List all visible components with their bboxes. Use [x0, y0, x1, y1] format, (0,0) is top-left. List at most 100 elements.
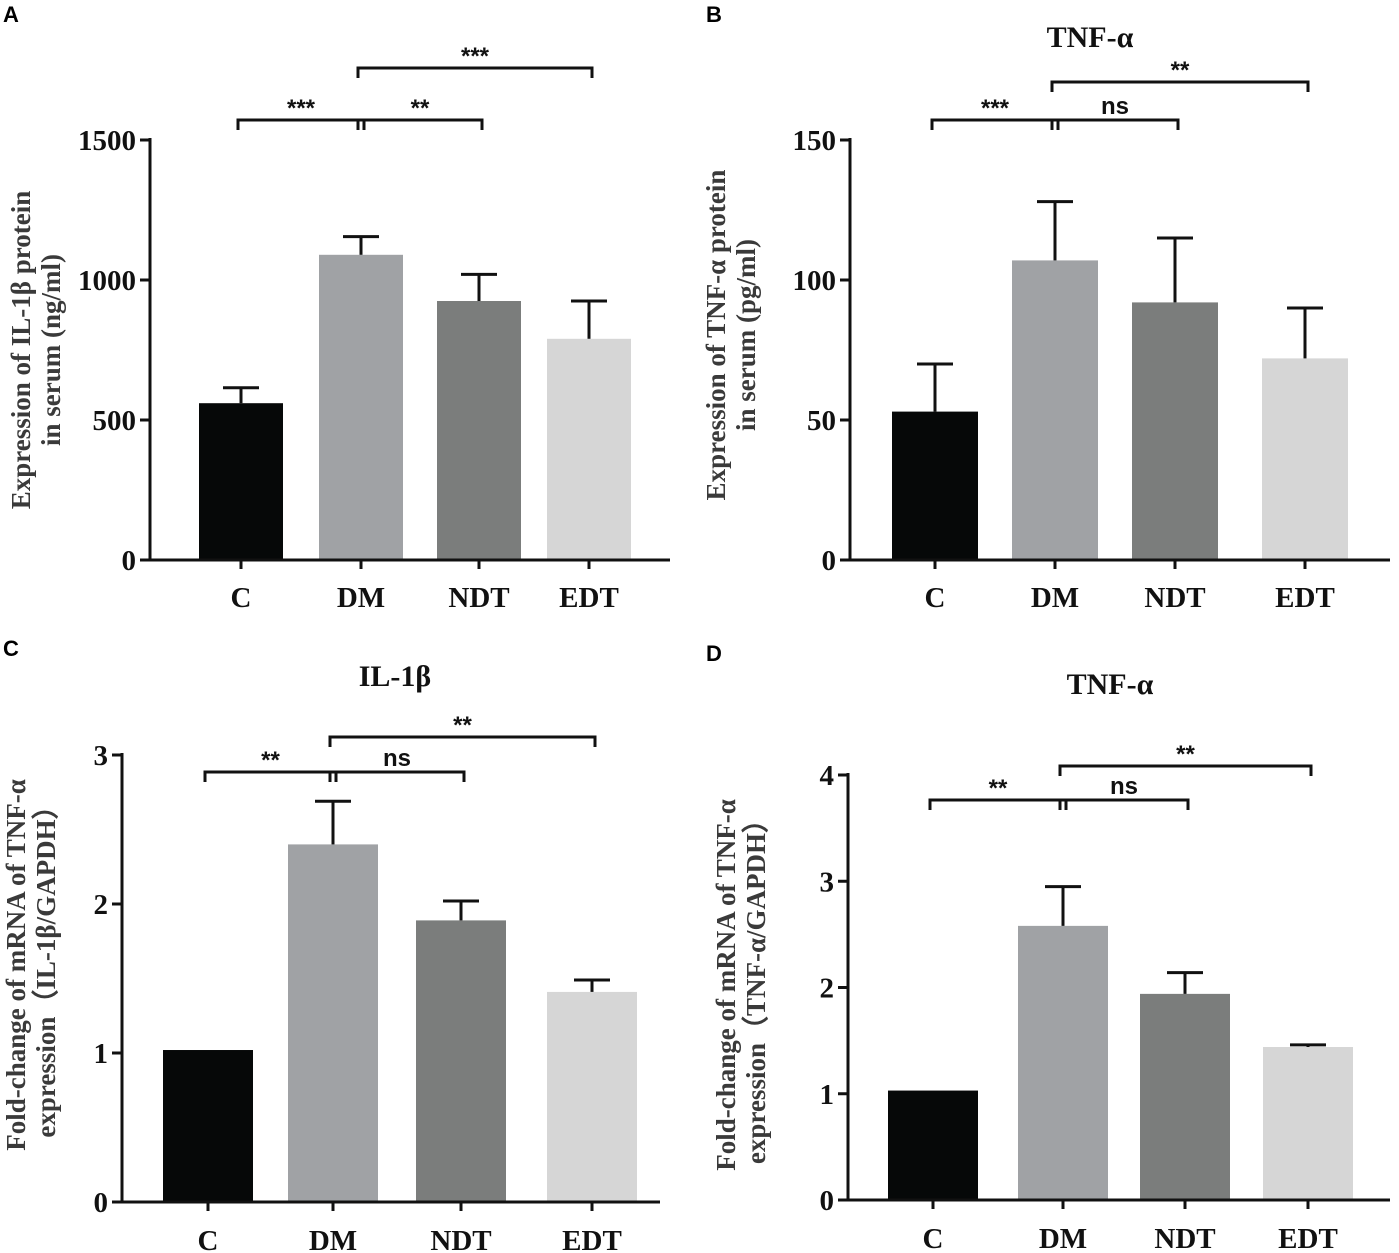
panel-d-xtick-c: C	[923, 1223, 944, 1253]
panel-c-xtick-ndt: NDT	[430, 1225, 491, 1253]
panel-d-sig-bracket-3: **	[1058, 741, 1313, 776]
panel-c-ylabel-line-1: Fold-change of mRNA of TNF-α	[1, 779, 31, 1151]
panel-d-sig-label-2: ns	[1110, 773, 1138, 800]
panel-c-ytick-label-1: 1	[94, 1038, 109, 1070]
panel-c-ylabel-line-2: expression（IL-1β/GAPDH）	[31, 792, 61, 1137]
panel-b-sig-bracket-3: **	[1050, 57, 1310, 92]
panel-d-title: TNF-α	[1067, 668, 1154, 701]
panel-a-ylabel-line-2: in serum (ng/ml)	[36, 254, 66, 446]
panel-d-ytick-label-2: 2	[820, 973, 835, 1005]
panel-a-sig-line-2	[356, 118, 484, 130]
panel-a-bar-dm	[319, 254, 403, 561]
panel-c-bar-c	[163, 1050, 253, 1202]
panel-a-sig-line-3	[356, 66, 594, 78]
panel-c-ytick-label-3: 3	[94, 740, 109, 772]
panel-b-sig-bracket-2: ns	[1050, 93, 1180, 130]
panel-c-sig-label-3: **	[453, 712, 472, 739]
panel-a-ytick-label-500: 500	[93, 405, 137, 437]
panel-d-letter: D	[706, 641, 722, 666]
panel-c: C IL-1β Fold-change of mRNA of TNF-α expres…	[1, 636, 660, 1253]
panel-d-bar-c	[888, 1090, 978, 1200]
panel-c-ytick-label-2: 2	[94, 889, 109, 921]
panel-c-sig-line-3	[328, 735, 597, 747]
panel-c-letter: C	[3, 636, 19, 661]
panel-a: A Expression of IL-1β protein in serum (ng…	[3, 2, 670, 614]
panel-a-bar-edt	[547, 338, 631, 560]
panel-b-xtick-ndt: NDT	[1144, 582, 1205, 614]
panel-c-ytick-label-0: 0	[94, 1187, 109, 1219]
panel-c-sig-bracket-1: **	[203, 747, 338, 782]
panel-c-sig-line-2	[328, 770, 466, 782]
panel-d-ytick-label-3: 3	[820, 866, 835, 898]
panel-c-xtick-c: C	[198, 1225, 219, 1253]
panel-a-ylabel-line-1: Expression of IL-1β protein	[6, 191, 36, 510]
panel-b-xtick-edt: EDT	[1275, 582, 1335, 614]
panel-b-sig-label-3: **	[1171, 57, 1190, 84]
panel-a-xtick-c: C	[231, 582, 252, 614]
panel-a-xtick-dm: DM	[337, 582, 385, 614]
panel-a-ytick-label-1000: 1000	[78, 265, 136, 297]
panel-b-letter: B	[706, 2, 722, 27]
panel-b-ylabel-line-2: in serum (pg/ml)	[731, 239, 761, 431]
panel-d-bar-ndt	[1140, 993, 1230, 1200]
panel-d-sig-line-3	[1058, 764, 1313, 776]
panel-d-sig-bracket-2: ns	[1058, 773, 1190, 810]
panel-a-sig-label-1: ***	[287, 95, 316, 122]
panel-d-ylabel-line-1: Fold-change of mRNA of TNF-α	[711, 799, 741, 1171]
panel-a-sig-bracket-1: ***	[236, 95, 366, 130]
panel-d-sig-line-1	[928, 798, 1068, 810]
panel-a-letter: A	[3, 2, 19, 27]
panel-c-bar-dm	[288, 844, 378, 1202]
panel-a-xtick-ndt: NDT	[448, 582, 509, 614]
panel-d-ytick-label-1: 1	[820, 1079, 835, 1111]
panel-c-sig-bracket-3: **	[328, 712, 597, 747]
panel-d-sig-bracket-1: **	[928, 775, 1068, 810]
panel-d-sig-line-2	[1058, 798, 1190, 810]
panel-c-sig-line-1	[203, 770, 338, 782]
panel-b: B TNF-α Expression of TNF-α protein in seru…	[701, 2, 1390, 614]
panel-a-xtick-edt: EDT	[559, 582, 619, 614]
panel-a-sig-bracket-2: **	[356, 95, 484, 130]
panel-b-bar-edt	[1262, 358, 1348, 560]
panel-c-title: IL-1β	[359, 660, 431, 693]
panel-d-ytick-label-4: 4	[820, 760, 835, 792]
panel-c-sig-bracket-2: ns	[328, 745, 466, 782]
panel-b-xtick-c: C	[925, 582, 946, 614]
panel-b-ytick-label-100: 100	[793, 265, 837, 297]
panel-b-ylabel-line-1: Expression of TNF-α protein	[701, 170, 731, 501]
panel-b-ytick-label-150: 150	[793, 125, 837, 157]
panel-a-sig-label-3: ***	[461, 43, 490, 70]
panel-b-xtick-dm: DM	[1031, 582, 1079, 614]
panel-c-bar-edt	[547, 991, 637, 1202]
panel-d-ylabel-line-2: expression（TNF-α/GAPDH）	[741, 806, 771, 1164]
panel-b-title: TNF-α	[1047, 21, 1134, 54]
panel-a-sig-line-1	[236, 118, 366, 130]
panel-c-bar-ndt	[416, 920, 506, 1202]
panel-d-ytick-label-0: 0	[820, 1185, 835, 1217]
panel-d-sig-label-1: **	[989, 775, 1008, 802]
panel-a-sig-label-2: **	[411, 95, 430, 122]
panel-b-bar-c	[892, 411, 978, 560]
panel-b-bar-dm	[1012, 260, 1098, 560]
panel-a-sig-bracket-3: ***	[356, 43, 594, 78]
panel-c-sig-label-2: ns	[383, 745, 411, 772]
panel-b-bar-ndt	[1132, 302, 1218, 560]
panel-d-bar-dm	[1018, 925, 1108, 1200]
panel-d-bar-edt	[1263, 1047, 1353, 1200]
panel-d: D TNF-α Fold-change of mRNA of TNF-α expres…	[706, 641, 1390, 1253]
panel-b-sig-line-1	[930, 118, 1060, 130]
panel-d-xtick-dm: DM	[1039, 1223, 1087, 1253]
panel-c-xtick-edt: EDT	[562, 1225, 622, 1253]
panel-b-sig-line-2	[1050, 118, 1180, 130]
panel-d-sig-label-3: **	[1176, 741, 1195, 768]
panel-a-ytick-label-0: 0	[122, 545, 137, 577]
panel-c-xtick-dm: DM	[309, 1225, 357, 1253]
panel-b-sig-label-2: ns	[1101, 93, 1129, 120]
panel-b-sig-bracket-1: ***	[930, 95, 1060, 130]
panel-b-ytick-label-50: 50	[807, 405, 836, 437]
panel-c-sig-label-1: **	[261, 747, 280, 774]
panel-b-sig-label-1: ***	[981, 95, 1010, 122]
panel-b-ytick-label-0: 0	[822, 545, 837, 577]
panel-a-bar-c	[199, 403, 283, 560]
